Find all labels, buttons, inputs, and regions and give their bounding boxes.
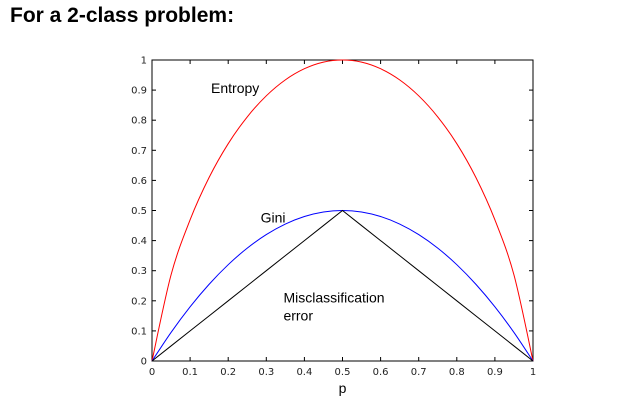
series-lines bbox=[151, 59, 534, 362]
misclassification-error-curve bbox=[151, 209, 534, 362]
x-tick-label: 0.2 bbox=[220, 367, 236, 378]
x-tick-label: 0.4 bbox=[296, 367, 312, 378]
x-tick-label: 1 bbox=[530, 367, 536, 378]
y-tick-label: 0.3 bbox=[131, 266, 147, 277]
x-tick-label: 0.3 bbox=[258, 367, 274, 378]
x-tick-label: 0.5 bbox=[335, 367, 351, 378]
y-tick-label: 0.9 bbox=[131, 86, 147, 97]
y-tick-label: 1 bbox=[141, 56, 147, 67]
gini-curve bbox=[151, 209, 534, 362]
x-axis-label: p bbox=[339, 380, 347, 396]
page-title: For a 2-class problem: bbox=[10, 4, 235, 27]
y-tick-label: 0.1 bbox=[131, 326, 147, 337]
x-axis: 0 0.1 0.2 0.3 0.4 0.5 0.6 0.7 0.8 0.9 1 bbox=[149, 60, 536, 378]
x-tick-label: 0.9 bbox=[487, 367, 503, 378]
y-tick-label: 0.5 bbox=[131, 206, 147, 217]
curve-labels: Entropy Gini Misclassification error bbox=[211, 80, 385, 323]
x-tick-label: 0.8 bbox=[449, 367, 465, 378]
y-tick-label: 0.8 bbox=[131, 116, 147, 127]
y-tick-label: 0.4 bbox=[131, 236, 147, 247]
x-tick-label: 0.6 bbox=[373, 367, 389, 378]
y-axis: 0 0.1 0.2 0.3 0.4 0.5 0.6 0.7 0.8 0.9 1 bbox=[131, 56, 533, 368]
curve-label: error bbox=[283, 307, 313, 323]
x-tick-label: 0 bbox=[149, 367, 155, 378]
entropy-curve bbox=[151, 59, 534, 362]
y-tick-label: 0.2 bbox=[131, 296, 147, 307]
x-tick-label: 0.1 bbox=[182, 367, 198, 378]
x-tick-label: 0.7 bbox=[411, 367, 427, 378]
curve-label: Gini bbox=[261, 210, 286, 226]
curve-label: Entropy bbox=[211, 80, 259, 96]
curve-label: Misclassification bbox=[283, 289, 384, 305]
y-tick-label: 0.7 bbox=[131, 146, 147, 157]
y-tick-label: 0.6 bbox=[131, 176, 147, 187]
y-tick-label: 0 bbox=[141, 357, 147, 368]
